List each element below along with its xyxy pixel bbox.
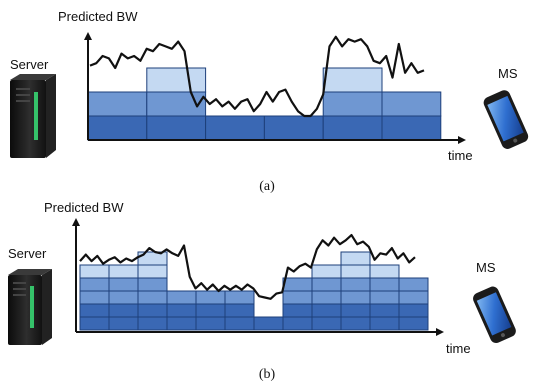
layer-5-segment-11 xyxy=(369,264,400,279)
layer-3-segment-4 xyxy=(166,290,197,305)
layer-2-segment-6 xyxy=(224,303,255,318)
layer-1-segment-3 xyxy=(137,316,168,331)
layer-2-segment-1 xyxy=(79,303,110,318)
layer-1-segment-1 xyxy=(79,316,110,331)
layer-6-segment-3 xyxy=(137,251,168,266)
layer-1-segment-7 xyxy=(253,316,284,331)
layer-4-segment-3 xyxy=(137,277,168,292)
layer-3-segment-2 xyxy=(146,67,207,93)
layer-3-segment-5 xyxy=(195,290,226,305)
layer-1-segment-3 xyxy=(205,115,265,141)
layer-2-segment-4 xyxy=(166,303,197,318)
y-axis-label: Predicted BW xyxy=(44,200,124,215)
layer-4-segment-8 xyxy=(282,277,313,292)
layer-5-segment-10 xyxy=(340,264,371,279)
layer-1-segment-2 xyxy=(108,316,139,331)
layer-blocks xyxy=(79,251,429,331)
layer-1-segment-11 xyxy=(369,316,400,331)
layer-1-segment-4 xyxy=(166,316,197,331)
layer-3-segment-11 xyxy=(369,290,400,305)
layer-5-segment-1 xyxy=(79,264,110,279)
layer-1-segment-10 xyxy=(340,316,371,331)
layer-3-segment-2 xyxy=(108,290,139,305)
server-label: Server xyxy=(10,57,49,72)
layer-2-segment-9 xyxy=(311,303,342,318)
ms-label: MS xyxy=(476,260,496,275)
layer-1-segment-4 xyxy=(263,115,324,141)
layer-2-segment-8 xyxy=(282,303,313,318)
layer-1-segment-5 xyxy=(195,316,226,331)
x-axis-label: time xyxy=(448,148,473,163)
x-axis-label: time xyxy=(446,341,471,356)
layer-1-segment-6 xyxy=(381,115,442,141)
layer-3-segment-5 xyxy=(322,67,383,93)
layer-4-segment-10 xyxy=(340,277,371,292)
layer-2-segment-5 xyxy=(195,303,226,318)
layer-4-segment-1 xyxy=(79,277,110,292)
layer-4-segment-2 xyxy=(108,277,139,292)
smartphone-icon xyxy=(473,286,516,344)
caption-b: (b) xyxy=(259,367,276,382)
layer-2-segment-10 xyxy=(340,303,371,318)
layer-2-segment-2 xyxy=(108,303,139,318)
y-axis-label: Predicted BW xyxy=(58,9,138,24)
layer-3-segment-8 xyxy=(282,290,313,305)
layer-1-segment-2 xyxy=(146,115,207,141)
layer-4-segment-12 xyxy=(398,277,429,292)
server-icon xyxy=(8,269,52,345)
layer-5-segment-3 xyxy=(137,264,168,279)
layer-2-segment-1 xyxy=(87,91,148,117)
layer-1-segment-12 xyxy=(398,316,429,331)
layer-3-segment-3 xyxy=(137,290,168,305)
layer-1-segment-8 xyxy=(282,316,313,331)
layer-1-segment-1 xyxy=(87,115,148,141)
predicted-bw-trace xyxy=(89,35,425,118)
layer-2-segment-3 xyxy=(137,303,168,318)
layer-4-segment-11 xyxy=(369,277,400,292)
predicted-bw-trace xyxy=(79,234,416,300)
layer-1-segment-5 xyxy=(322,115,383,141)
layer-blocks xyxy=(87,67,442,141)
server-icon xyxy=(10,74,56,158)
caption-a: (a) xyxy=(259,179,275,194)
server-label: Server xyxy=(8,246,47,261)
layer-2-segment-12 xyxy=(398,303,429,318)
panel-a: Server Predicted BW time MS (a) xyxy=(10,9,529,194)
layer-1-segment-9 xyxy=(311,316,342,331)
ms-label: MS xyxy=(498,66,518,81)
layer-3-segment-9 xyxy=(311,290,342,305)
layer-2-segment-11 xyxy=(369,303,400,318)
layer-6-segment-10 xyxy=(340,251,371,266)
layer-5-segment-2 xyxy=(108,264,139,279)
layer-1-segment-6 xyxy=(224,316,255,331)
layer-3-segment-10 xyxy=(340,290,371,305)
layer-2-segment-6 xyxy=(381,91,442,117)
layer-3-segment-12 xyxy=(398,290,429,305)
layer-3-segment-1 xyxy=(79,290,110,305)
layer-5-segment-9 xyxy=(311,264,342,279)
layer-3-segment-6 xyxy=(224,290,255,305)
panel-b: Server Predicted BW time MS (b) xyxy=(8,200,516,382)
smartphone-icon xyxy=(483,90,529,149)
layer-4-segment-9 xyxy=(311,277,342,292)
layer-2-segment-5 xyxy=(322,91,383,117)
